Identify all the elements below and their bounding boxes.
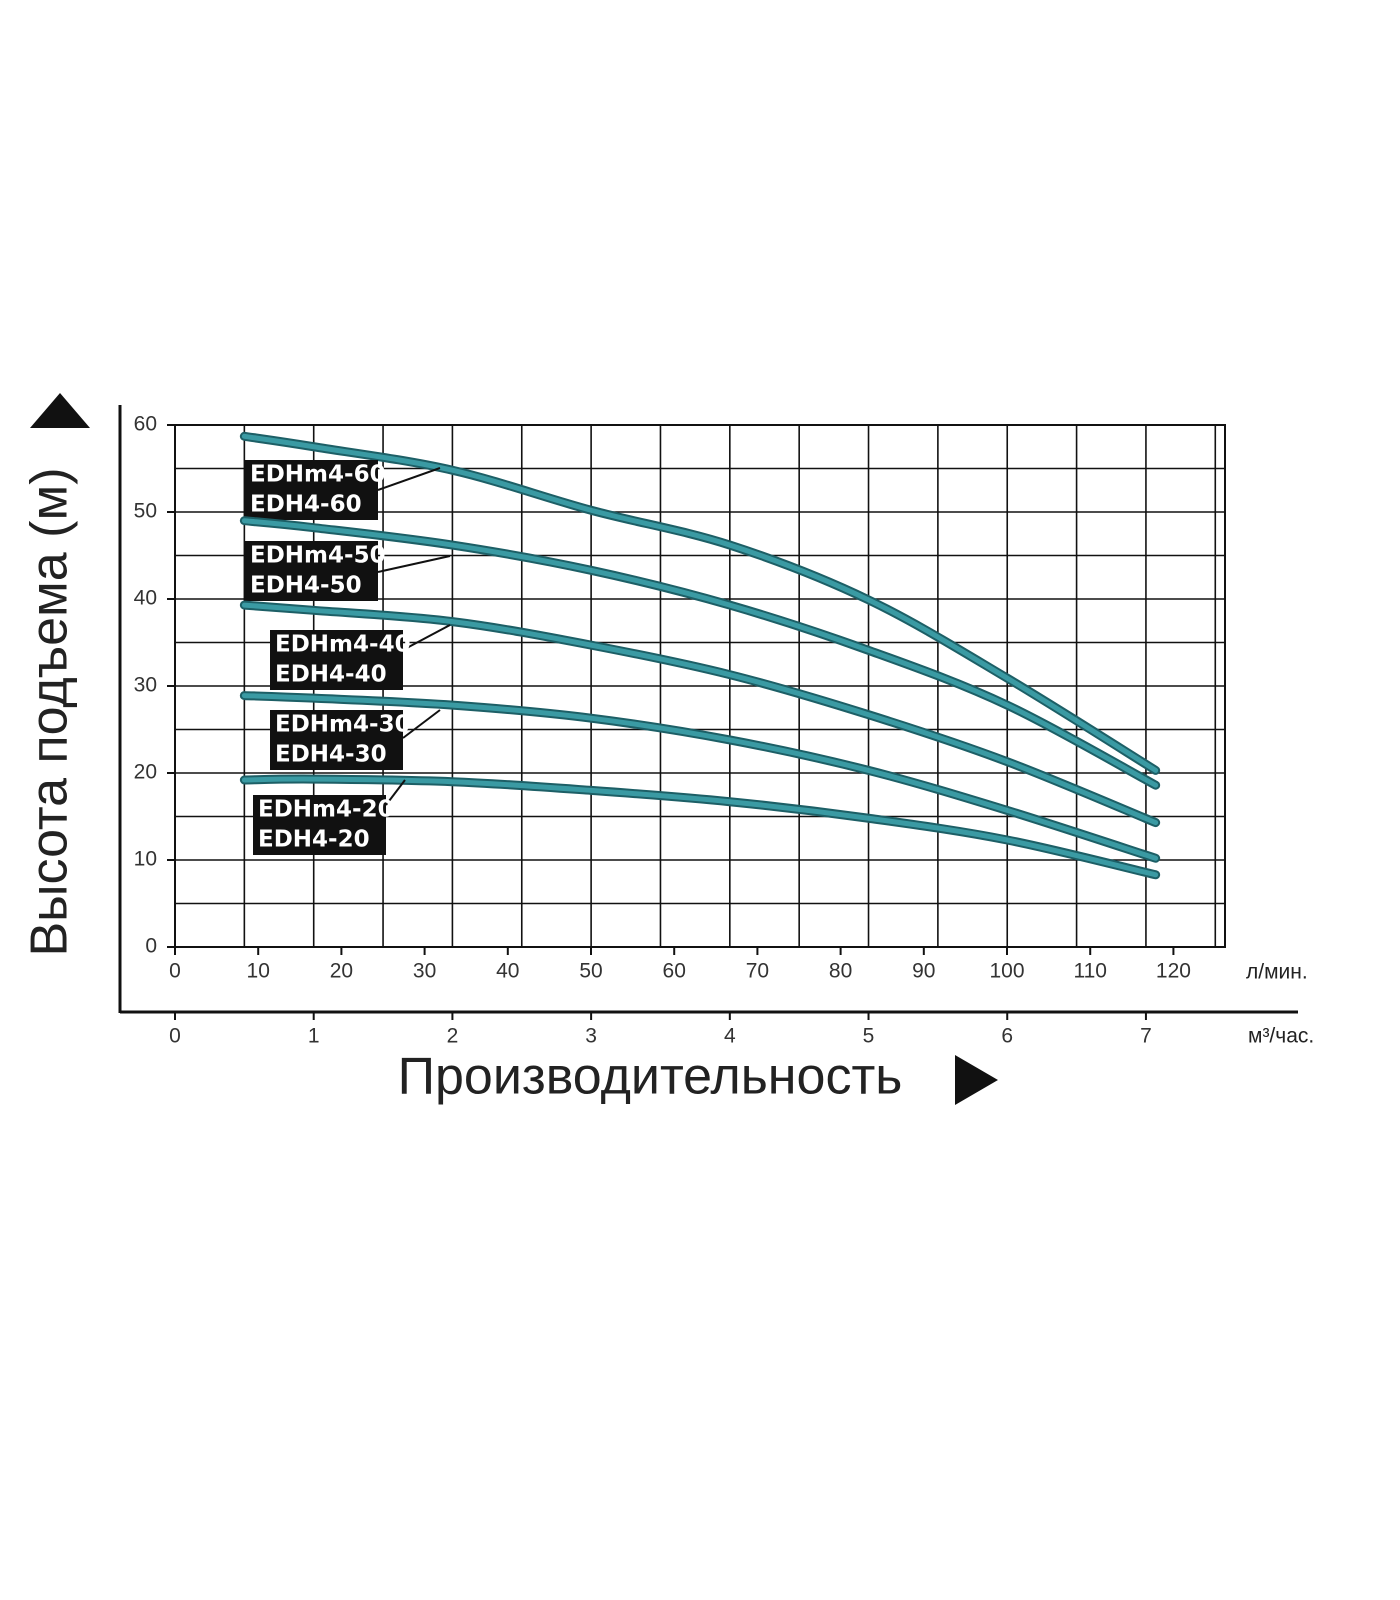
x2-tick-label: 30: [413, 960, 436, 983]
y-tick-label: 0: [145, 935, 157, 958]
y-tick-label: 10: [134, 848, 157, 871]
label-box: [270, 710, 403, 770]
curve: [241, 433, 1159, 773]
series-label: EDH4-60: [250, 492, 362, 518]
series-label: EDHm4-60: [250, 462, 386, 488]
label-box: [253, 795, 386, 855]
series-label: EDH4-50: [250, 573, 362, 599]
series-label: EDHm4-40: [275, 632, 411, 658]
x2-tick-label: 70: [746, 960, 769, 983]
label-box: [270, 630, 403, 690]
series-label: EDHm4-20: [258, 797, 394, 823]
x2-tick-label: 50: [579, 960, 602, 983]
x-tick-label: 6: [1001, 1025, 1013, 1048]
leader-line: [377, 555, 451, 573]
leader-line: [385, 779, 406, 806]
y-tick-label: 30: [134, 674, 157, 697]
x-tick-label: 2: [447, 1025, 459, 1048]
leader-line: [402, 624, 451, 651]
series-label: EDH4-40: [275, 662, 387, 688]
x-tick-label: 3: [585, 1025, 597, 1048]
curve: [241, 518, 1159, 788]
y-tick-label: 60: [134, 413, 157, 436]
y-tick-label: 40: [134, 587, 157, 610]
leader-line: [402, 709, 441, 739]
x2-tick-label: 60: [663, 960, 686, 983]
series-label: EDHm4-30: [275, 712, 411, 738]
x2-tick-label: 10: [247, 960, 270, 983]
x2-tick-label: 120: [1156, 960, 1191, 983]
y-tick-label: 20: [134, 761, 157, 784]
x-axis-title: Производительность: [398, 1048, 903, 1106]
x2-tick-label: 110: [1073, 960, 1106, 983]
x2-unit: л/мин.: [1246, 961, 1308, 984]
y-tick-label: 50: [134, 500, 157, 523]
up-arrow: [30, 393, 90, 428]
x-tick-label: 1: [308, 1025, 320, 1048]
y-axis-title: Высота подъема (м): [21, 467, 79, 956]
x-tick-label: 4: [724, 1025, 736, 1048]
x-tick-label: 0: [169, 1025, 181, 1048]
x-tick-label: 7: [1140, 1025, 1152, 1048]
x2-tick-label: 80: [829, 960, 852, 983]
curve: [241, 776, 1159, 878]
x2-tick-label: 0: [169, 960, 181, 983]
right-arrow: [955, 1055, 998, 1105]
x2-tick-label: 40: [496, 960, 519, 983]
leader-line: [377, 467, 441, 491]
label-box: [245, 541, 378, 601]
label-box: [245, 460, 378, 520]
x2-tick-label: 90: [912, 960, 935, 983]
curve: [241, 602, 1159, 826]
series-label: EDH4-30: [275, 742, 387, 768]
x2-tick-label: 100: [989, 960, 1024, 983]
series-label: EDH4-20: [258, 827, 370, 853]
curve: [241, 693, 1159, 861]
x2-tick-label: 20: [330, 960, 353, 983]
x-unit: м³/час.: [1248, 1025, 1314, 1048]
x-tick-label: 5: [863, 1025, 875, 1048]
series-label: EDHm4-50: [250, 543, 386, 569]
